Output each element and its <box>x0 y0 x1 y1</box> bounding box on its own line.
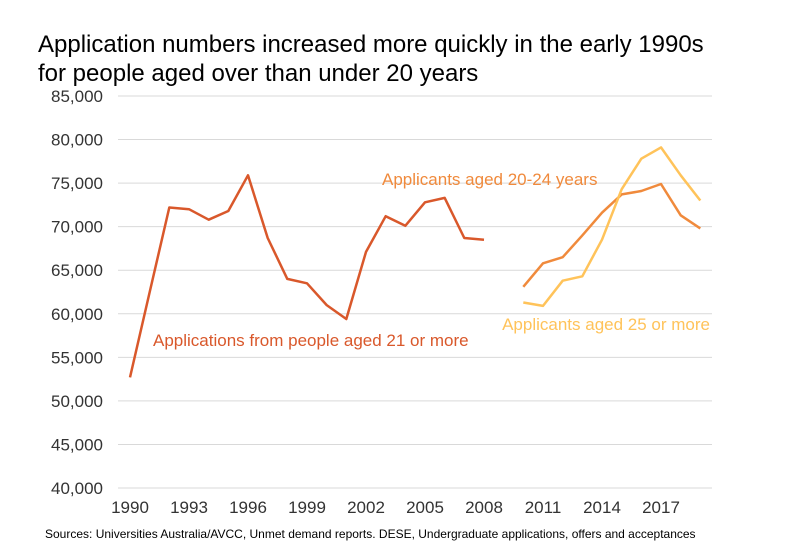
x-tick-label: 1996 <box>229 498 267 517</box>
y-tick-label: 85,000 <box>51 87 103 106</box>
y-tick-label: 40,000 <box>51 479 103 498</box>
series-label: Applicants aged 20-24 years <box>382 170 597 189</box>
series-line-2 <box>522 182 701 288</box>
y-tick-label: 65,000 <box>51 261 103 280</box>
y-tick-label: 80,000 <box>51 131 103 150</box>
y-tick-label: 60,000 <box>51 305 103 324</box>
y-tick-label: 75,000 <box>51 174 103 193</box>
x-tick-label: 2017 <box>642 498 680 517</box>
chart-title: Application numbers increased more quick… <box>38 31 704 87</box>
y-tick-label: 45,000 <box>51 435 103 454</box>
x-tick-label: 2011 <box>525 498 562 517</box>
y-tick-label: 50,000 <box>51 392 103 411</box>
x-tick-label: 2005 <box>406 498 444 517</box>
x-tick-label: 1993 <box>170 498 208 517</box>
x-tick-label: 1990 <box>111 498 149 517</box>
x-tick-label: 2008 <box>465 498 503 517</box>
series-line-3 <box>523 146 702 308</box>
y-tick-label: 55,000 <box>51 348 103 367</box>
series-label: Applicants aged 25 or more <box>502 315 710 334</box>
x-tick-label: 1999 <box>288 498 326 517</box>
source-note: Sources: Universities Australia/AVCC, Un… <box>45 527 696 541</box>
x-tick-label: 2014 <box>583 498 621 517</box>
series-label: Applications from people aged 21 or more <box>153 331 469 350</box>
y-tick-label: 70,000 <box>51 218 103 237</box>
x-tick-label: 2002 <box>347 498 385 517</box>
series-line-1 <box>128 174 485 378</box>
